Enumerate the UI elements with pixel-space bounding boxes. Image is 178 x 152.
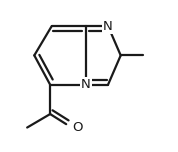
Text: N: N <box>103 20 113 33</box>
Text: O: O <box>73 121 83 134</box>
Text: N: N <box>81 78 91 91</box>
